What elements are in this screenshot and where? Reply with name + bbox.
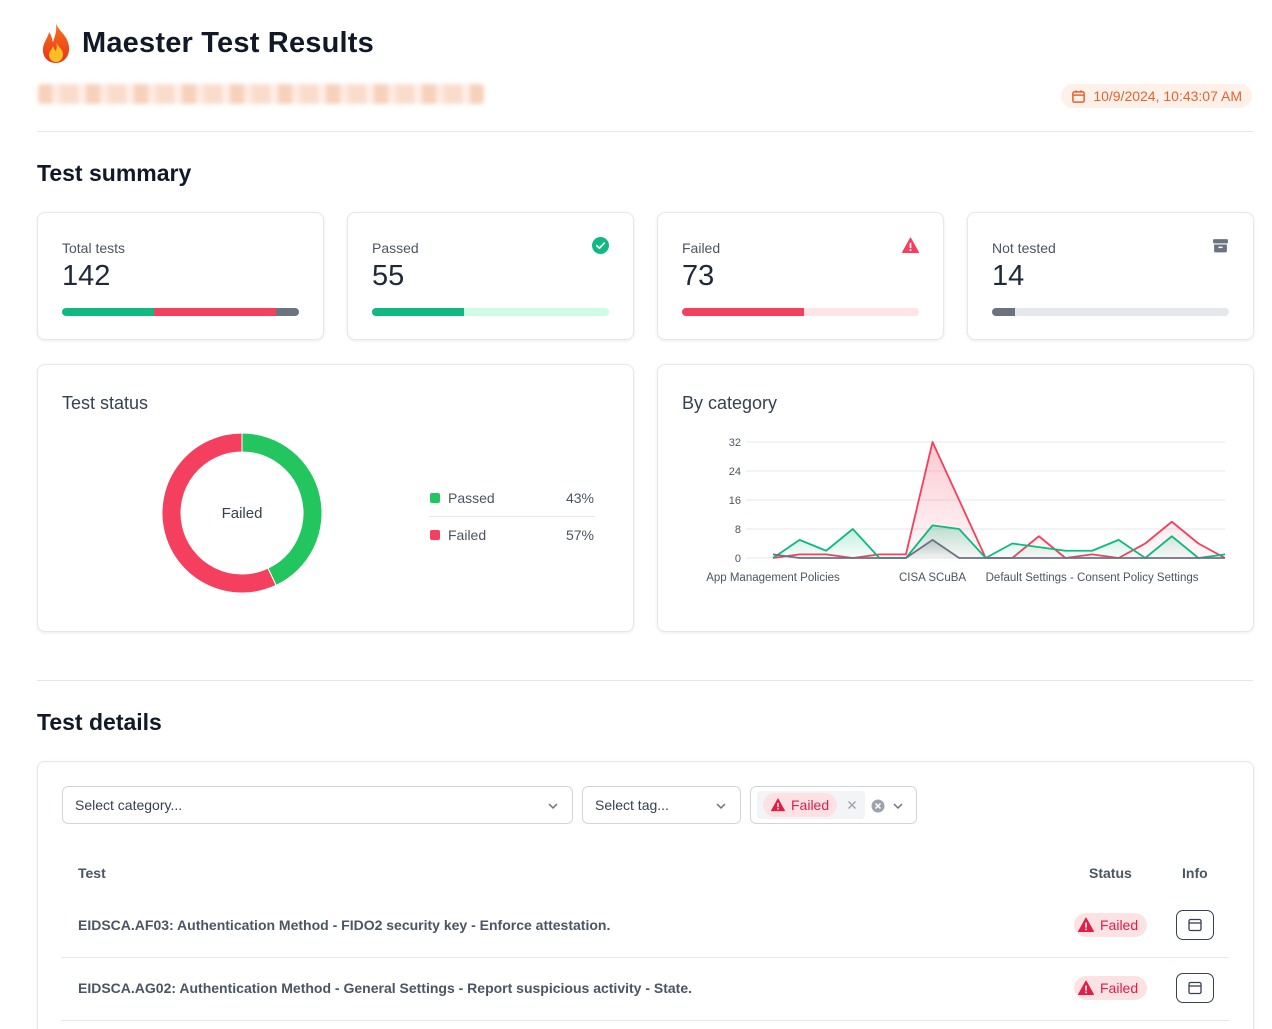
legend-percent: 57%	[565, 527, 594, 543]
not-tested-card: Not tested 14	[967, 212, 1254, 340]
donut-slice-failed[interactable]	[161, 432, 277, 594]
failed-bar	[682, 308, 919, 316]
warning-triangle-icon	[771, 798, 785, 812]
summary-heading: Test summary	[37, 160, 192, 186]
calendar-icon	[1072, 89, 1086, 103]
total-tests-bar	[62, 308, 299, 316]
tag-select-placeholder: Select tag...	[595, 797, 669, 813]
category-select[interactable]: Select category...	[62, 786, 573, 824]
archive-box-icon	[1213, 239, 1228, 253]
header-divider	[37, 131, 1253, 132]
legend-item-passed[interactable]: Passed 43%	[430, 479, 594, 516]
stat-label: Not tested	[992, 240, 1056, 256]
window-icon	[1188, 918, 1202, 932]
not-tested-bar-fill	[992, 308, 1016, 316]
category-area-chart: 0 8 16 24 32 App Management Policies CISA SCuB…	[706, 437, 1226, 584]
warning-triangle-icon	[1078, 980, 1094, 995]
passed-bar	[372, 308, 609, 316]
check-circle-icon	[592, 237, 609, 254]
chevron-down-icon	[716, 803, 726, 810]
report-date: 10/9/2024, 10:43:07 AM	[1093, 88, 1242, 104]
table-row[interactable]: EIDSCA.AG02: Authentication Method - Gen…	[62, 958, 1229, 1021]
info-button[interactable]	[1176, 910, 1214, 940]
passed-card: Passed 55	[347, 212, 634, 340]
warning-triangle-icon	[1078, 917, 1094, 932]
legend-label: Passed	[448, 489, 495, 506]
donut-center-label: Failed	[222, 505, 263, 522]
panel-title: By category	[682, 393, 778, 413]
series-line	[772, 538, 1225, 559]
x-tick-label: Default Settings - Consent Policy Settin…	[986, 572, 1199, 584]
section-divider	[37, 680, 1253, 681]
tenant-info-redacted	[38, 84, 484, 104]
test-name[interactable]: EIDSCA.AF03: Authentication Method - FID…	[78, 917, 611, 933]
status-label: Failed	[1100, 980, 1139, 996]
legend-label: Failed	[448, 527, 487, 543]
stat-value: 55	[372, 260, 405, 292]
bar-not-tested-segment	[275, 308, 299, 316]
y-tick-label: 0	[735, 553, 741, 565]
status-donut-chart: Failed	[161, 432, 323, 594]
details-heading: Test details	[37, 709, 162, 735]
stat-value: 73	[682, 260, 715, 292]
legend-item-failed[interactable]: Failed 57%	[430, 516, 594, 553]
clear-all-icon[interactable]	[871, 799, 885, 813]
chevron-down-icon[interactable]	[891, 799, 905, 813]
status-filter-label: Failed	[791, 797, 830, 813]
y-tick-label: 8	[735, 524, 741, 536]
stat-label: Passed	[372, 240, 419, 256]
remove-filter-icon[interactable]	[847, 800, 857, 810]
not-tested-bar	[992, 308, 1229, 316]
stat-value: 142	[62, 260, 111, 292]
category-select-placeholder: Select category...	[75, 797, 183, 813]
total-tests-card: Total tests 142	[37, 212, 324, 340]
x-tick-label: CISA SCuBA	[899, 572, 966, 584]
stat-label: Total tests	[62, 240, 126, 256]
x-tick-label: App Management Policies	[706, 572, 840, 584]
table-row[interactable]: EIDSCA.AF03: Authentication Method - FID…	[62, 895, 1229, 958]
info-button[interactable]	[1176, 973, 1214, 1003]
status-badge: Failed	[1074, 976, 1148, 1000]
stat-label: Failed	[682, 240, 721, 256]
failed-card: Failed 73	[657, 212, 944, 340]
failed-bar-fill	[682, 308, 804, 316]
test-name[interactable]: EIDSCA.AG02: Authentication Method - Gen…	[78, 980, 693, 996]
bar-failed-segment	[153, 308, 276, 316]
flame-logo-icon	[42, 23, 70, 63]
column-header-test[interactable]: Test	[78, 865, 106, 881]
legend-percent: 43%	[565, 489, 594, 506]
legend-swatch	[430, 492, 440, 503]
stat-value: 14	[992, 260, 1025, 292]
status-legend: Passed 43% Failed 57%	[430, 479, 594, 553]
y-tick-label: 24	[729, 466, 741, 478]
bar-passed-segment	[62, 308, 154, 316]
report-date-badge: 10/9/2024, 10:43:07 AM	[1061, 84, 1252, 108]
legend-swatch	[430, 530, 440, 540]
passed-bar-fill	[372, 308, 464, 316]
window-icon	[1188, 981, 1202, 995]
panel-title: Test status	[62, 393, 149, 413]
test-status-panel: Test status Failed Passed 43% Failed 57%	[37, 364, 634, 632]
status-badge: Failed	[1074, 913, 1148, 937]
column-header-status[interactable]: Status	[1089, 865, 1132, 881]
chevron-down-icon	[548, 803, 558, 810]
status-select[interactable]: Failed	[750, 786, 917, 824]
series-line	[772, 524, 1226, 559]
tag-select[interactable]: Select tag...	[582, 786, 741, 824]
column-header-info: Info	[1182, 865, 1208, 881]
status-filter-chip: Failed	[763, 793, 838, 817]
warning-triangle-icon	[902, 237, 919, 253]
y-tick-label: 32	[729, 437, 741, 449]
status-label: Failed	[1100, 917, 1139, 933]
test-details-card: Select category... Select tag... Failed …	[37, 761, 1254, 1029]
by-category-panel: By category 0 8 16 24 32 App Management Polic…	[657, 364, 1254, 632]
app-header: Maester Test Results	[38, 18, 374, 68]
y-tick-label: 16	[729, 495, 741, 507]
series-area	[773, 525, 1225, 558]
status-filter-tag: Failed	[757, 791, 866, 819]
page-title: Maester Test Results	[82, 26, 374, 59]
